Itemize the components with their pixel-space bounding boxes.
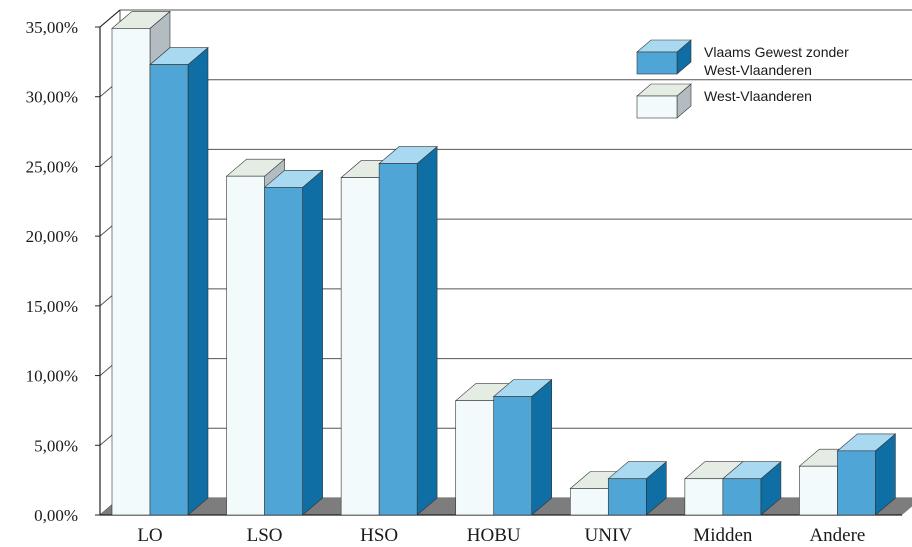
x-tick-label: LO: [137, 525, 162, 546]
y-tick-label: 15,00%: [26, 297, 78, 316]
legend-swatch-west: [636, 83, 692, 119]
bars: [111, 10, 897, 516]
bar-vlaams-lo-front: [149, 64, 189, 516]
bar-vlaams-lo-side: [187, 46, 209, 516]
gridlines: [95, 9, 912, 516]
y-tick-label: 5,00%: [34, 436, 78, 455]
bar-vlaams-hso: [378, 145, 438, 516]
legend-label: West-Vlaanderen: [704, 88, 812, 104]
x-tick-label: UNIV: [585, 525, 633, 546]
bar-vlaams-hobu-side: [531, 378, 553, 516]
bar-vlaams-midden: [722, 461, 782, 516]
legend-swatch-vlaams: [636, 39, 692, 75]
x-tick-label: HSO: [360, 525, 398, 546]
y-tick-label: 30,00%: [26, 88, 78, 107]
bar-vlaams-lso-side: [302, 169, 323, 516]
bar-vlaams-hso-front: [378, 163, 418, 516]
x-axis-ticks: LO LSO HSO HOBU UNIV Midden Andere: [137, 525, 865, 546]
bar-vlaams-hobu-front: [493, 396, 533, 516]
y-tick-label: 25,00%: [26, 157, 78, 176]
x-tick-label: HOBU: [467, 525, 521, 546]
bar-west-univ-front: [569, 488, 609, 516]
y-tick-label: 10,00%: [26, 367, 78, 386]
bar-west-hobu-front: [455, 400, 495, 516]
legend-label: West-Vlaanderen: [704, 62, 812, 78]
bar-west-hso-front: [340, 177, 380, 516]
legend: Vlaams Gewest zonder West-Vlaanderen West-…: [636, 39, 849, 119]
bar-west-andere-front: [799, 465, 838, 516]
y-tick-label: 0,00%: [34, 506, 78, 525]
bar-vlaams-hobu: [492, 378, 553, 516]
bar-vlaams-lo: [149, 46, 209, 516]
bar-vlaams-univ-front: [607, 478, 647, 516]
legend-label: Vlaams Gewest zonder: [704, 44, 849, 60]
y-tick-label: 20,00%: [26, 227, 78, 246]
y-tick-label: 35,00%: [26, 18, 78, 37]
bar-vlaams-univ: [607, 461, 668, 516]
x-tick-label: Midden: [693, 525, 753, 546]
bar-vlaams-hso-side: [416, 145, 438, 516]
bar-west-midden-front: [684, 478, 724, 516]
y-axis-ticks: 0,00% 5,00% 10,00% 15,00% 20,00% 25,00% 30,00%…: [26, 18, 78, 525]
bar-vlaams-andere: [836, 433, 897, 516]
bar-west-lso-front: [226, 175, 265, 516]
x-tick-label: Andere: [809, 525, 865, 546]
bar-vlaams-lso: [263, 169, 324, 516]
y-axis-top-edge: [99, 9, 121, 28]
bar-vlaams-midden-front: [722, 478, 762, 516]
x-tick-label: LSO: [247, 525, 283, 546]
bar-west-lo-front: [111, 28, 151, 516]
bar-vlaams-andere-front: [837, 450, 876, 516]
bar-vlaams-lso-front: [264, 187, 303, 516]
